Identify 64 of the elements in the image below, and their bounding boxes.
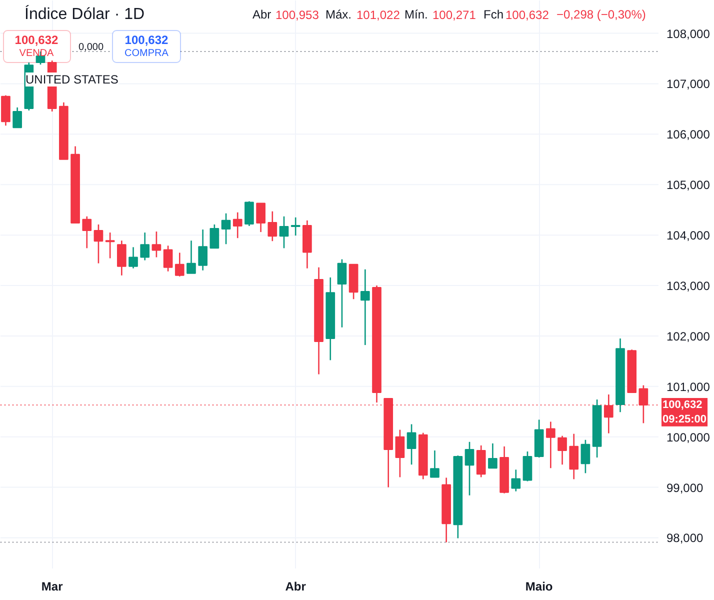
chart-title: Índice Dólar · 1D <box>24 5 145 23</box>
annotation: 0,000 <box>78 42 104 53</box>
candlestick <box>174 252 184 278</box>
annotation: UNITED STATES <box>26 72 118 86</box>
candlestick <box>128 246 138 270</box>
candlestick <box>244 200 254 227</box>
candlestick <box>488 442 498 469</box>
annotation: 100,271 <box>432 8 476 22</box>
annotation: Mín. <box>404 8 428 22</box>
candlestick <box>105 232 115 259</box>
candlestick <box>268 210 278 242</box>
candlestick <box>558 435 567 466</box>
candlestick <box>210 224 220 249</box>
annotation: Fch <box>484 8 504 22</box>
candlestick <box>232 212 242 239</box>
candlestick <box>94 224 104 264</box>
candlestick <box>580 439 590 474</box>
annotation: COMPRA <box>124 48 169 59</box>
candlestick <box>290 216 300 236</box>
candlestick <box>406 424 416 466</box>
x-tick-label: Mar <box>41 580 64 594</box>
candlestick <box>186 240 196 274</box>
candlestick <box>522 450 532 482</box>
candlestick <box>198 228 208 272</box>
y-tick-label: 106,000 <box>666 128 710 142</box>
x-tick-label: Maio <box>525 580 553 594</box>
y-tick-label: 100,000 <box>666 430 710 444</box>
annotation: 100,953 <box>276 8 320 22</box>
y-tick-label: 104,000 <box>666 228 710 243</box>
y-tick-label: 103,000 <box>666 279 710 294</box>
candlestick <box>152 230 162 258</box>
y-tick-label: 108,000 <box>666 26 710 41</box>
y-tick-label: 98,000 <box>666 531 704 546</box>
y-tick-label: 107,000 <box>666 77 710 92</box>
candlestick <box>511 468 521 492</box>
candlestick <box>82 216 92 249</box>
y-tick-label: 101,000 <box>666 380 710 394</box>
candlestick <box>256 202 266 233</box>
candlestick <box>279 216 289 249</box>
x-tick-label: Abr <box>285 580 306 594</box>
candlestick <box>140 232 150 261</box>
y-tick-label: 105,000 <box>666 178 710 192</box>
candlestick <box>116 240 126 276</box>
candlestick <box>430 450 440 478</box>
candlestick <box>569 433 579 480</box>
annotation: 100,632 <box>506 8 550 22</box>
candlestick <box>12 106 22 128</box>
candlestick <box>395 429 405 478</box>
annotation: Máx. <box>326 8 352 22</box>
candlestick <box>221 212 231 245</box>
candlestick <box>337 258 347 328</box>
ref-line-label: 100,632 09:25:00 <box>662 398 707 426</box>
annotation: 101,022 <box>356 8 400 22</box>
annotation: −0,298 (−0,30%) <box>556 8 646 22</box>
annotation: 100,632 <box>14 33 59 47</box>
candlestick <box>360 268 370 346</box>
y-tick-label: 102,000 <box>666 329 710 344</box>
candlestick <box>464 441 474 496</box>
candlestick <box>476 444 486 478</box>
annotation: 100,632 <box>124 33 169 47</box>
candlestick <box>163 245 173 272</box>
annotation: Abr <box>252 8 272 22</box>
candlestick <box>546 421 556 469</box>
y-tick-label: 99,000 <box>666 480 704 495</box>
